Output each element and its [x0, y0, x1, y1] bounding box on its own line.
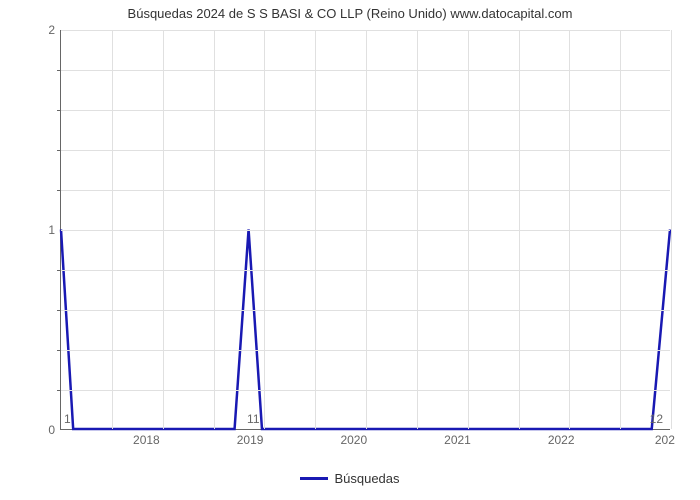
y-minor-tick — [57, 270, 61, 271]
x-tick-label: 2022 — [548, 429, 575, 447]
inner-label: 12 — [650, 412, 663, 426]
grid-line-horizontal — [61, 230, 670, 231]
y-minor-tick — [57, 390, 61, 391]
x-tick-label: 2021 — [444, 429, 471, 447]
y-tick-label: 0 — [48, 423, 61, 437]
grid-line-horizontal — [61, 310, 670, 311]
x-tick-label: 2019 — [237, 429, 264, 447]
grid-line-horizontal — [61, 190, 670, 191]
chart-title: Búsquedas 2024 de S S BASI & CO LLP (Rei… — [0, 6, 700, 21]
inner-label: 11 — [247, 412, 259, 426]
chart-container: Búsquedas 2024 de S S BASI & CO LLP (Rei… — [0, 0, 700, 500]
y-minor-tick — [57, 350, 61, 351]
y-minor-tick — [57, 110, 61, 111]
y-minor-tick — [57, 70, 61, 71]
grid-line-horizontal — [61, 270, 670, 271]
grid-line-horizontal — [61, 150, 670, 151]
y-minor-tick — [57, 190, 61, 191]
grid-line-horizontal — [61, 30, 670, 31]
grid-line-horizontal — [61, 70, 670, 71]
grid-line-vertical — [671, 30, 672, 429]
legend-label: Búsquedas — [334, 471, 399, 486]
y-tick-label: 1 — [48, 223, 61, 237]
y-tick-label: 2 — [48, 23, 61, 37]
y-minor-tick — [57, 310, 61, 311]
grid-line-horizontal — [61, 390, 670, 391]
inner-label: 1 — [64, 412, 71, 426]
x-tick-label: 202 — [655, 429, 675, 447]
grid-line-horizontal — [61, 350, 670, 351]
legend-swatch — [300, 477, 328, 480]
x-tick-label: 2020 — [340, 429, 367, 447]
legend: Búsquedas — [0, 470, 700, 486]
y-minor-tick — [57, 150, 61, 151]
grid-line-horizontal — [61, 110, 670, 111]
x-tick-label: 2018 — [133, 429, 160, 447]
plot-area: 0122018201920202021202220211112 — [60, 30, 670, 430]
